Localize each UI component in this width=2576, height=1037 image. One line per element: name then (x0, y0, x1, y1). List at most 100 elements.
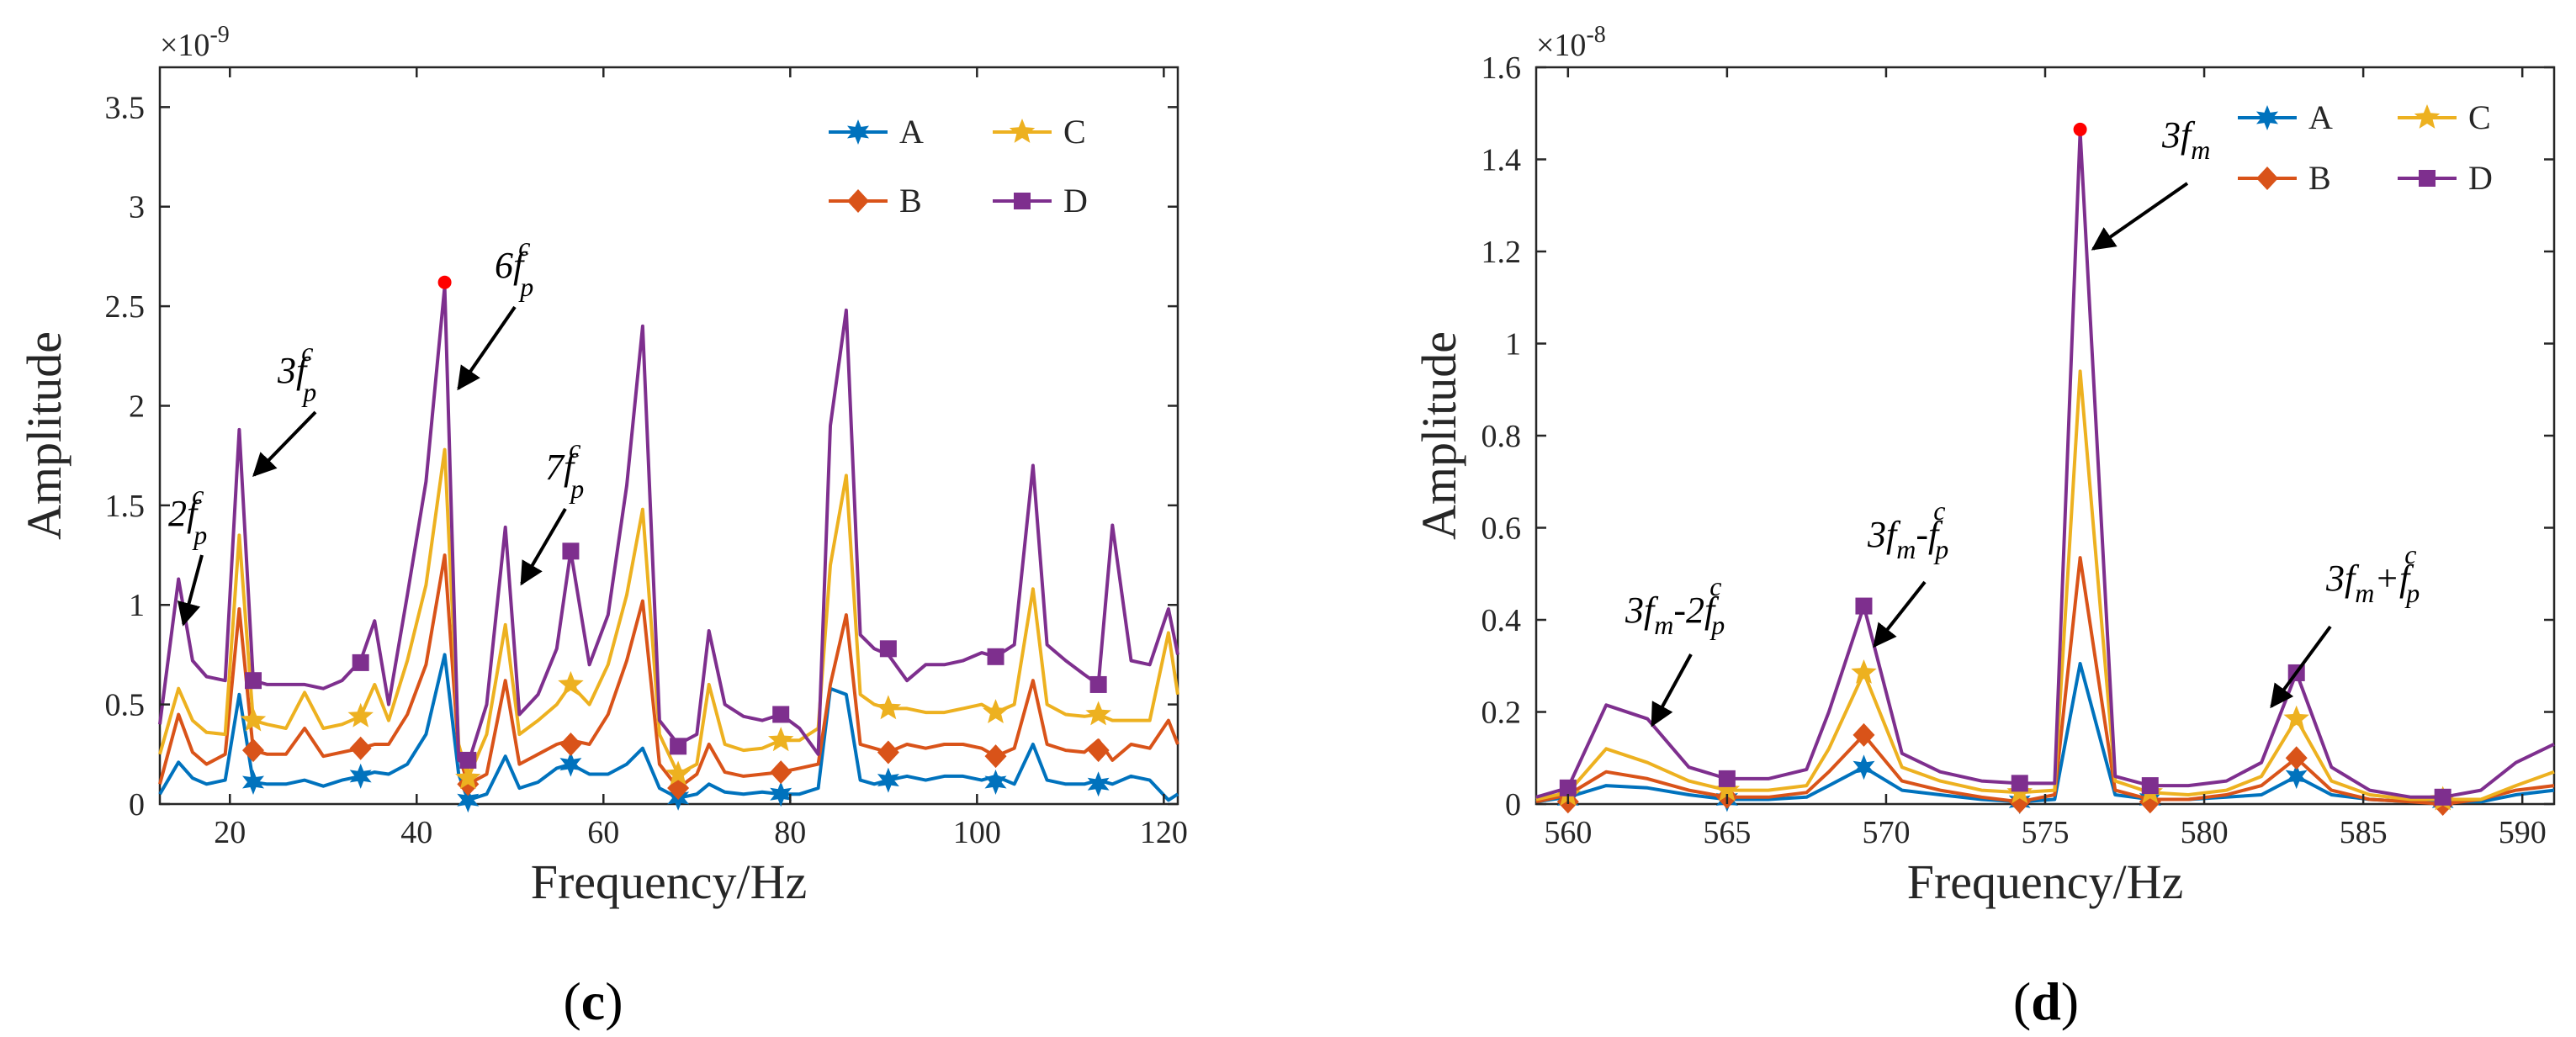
y-tick-label: 1.4 (1481, 143, 1522, 178)
legend-marker-C (2414, 104, 2441, 129)
svg-text:3fm: 3fm (2161, 114, 2210, 165)
svg-text:2fpc: 2f pc (168, 479, 207, 550)
legend-label: B (2308, 159, 2331, 197)
x-tick-label: 565 (1703, 815, 1751, 850)
legend-item-A: A (829, 113, 924, 151)
data-point-D (1718, 770, 1736, 787)
legend-marker-A (847, 119, 869, 145)
annotation-3fm-fp: 3fm-fpc (1867, 495, 1948, 648)
data-point-A (770, 781, 792, 807)
legend-marker-C (1009, 119, 1036, 143)
data-point-B (559, 732, 582, 756)
chart-panel-d: 560 565 570 575 580 585 590 0 0.2 0.4 0.6 0.8 1 1.2 1.… (1412, 22, 2556, 1031)
data-point-A (877, 767, 899, 793)
legend-marker-B (2256, 167, 2278, 190)
y-tick-label: 0 (1505, 787, 1521, 823)
y-tick-label: 1.6 (1481, 50, 1522, 86)
series-line-B (158, 553, 1179, 791)
x-tick-label: 120 (1140, 815, 1188, 850)
data-point-B (877, 740, 899, 765)
data-point-B (242, 738, 265, 763)
data-point-D (562, 542, 580, 560)
series-D (158, 284, 1179, 769)
peak-marker (437, 275, 452, 289)
svg-text:3fm+fpc: 3fm+fpc (2325, 539, 2420, 608)
y-tick-label: 0.6 (1481, 511, 1522, 547)
data-point-C (2283, 705, 2309, 730)
data-point-D (2141, 777, 2159, 795)
legend-label: C (1063, 113, 1086, 151)
data-point-C (665, 760, 692, 786)
data-point-D (670, 738, 687, 755)
data-point-D (987, 648, 1004, 665)
data-point-C (768, 727, 794, 752)
data-point-D (2011, 775, 2028, 792)
data-point-B (1087, 738, 1110, 763)
data-point-A (349, 763, 372, 789)
caption-d: (d) (2013, 971, 2079, 1031)
legend-marker-A (2256, 105, 2278, 130)
data-point-A (242, 770, 264, 795)
data-point-C (455, 765, 481, 790)
y-tick-label: 0.5 (105, 688, 146, 723)
legend-marker-D (1014, 193, 1031, 209)
y-tick-label: 3 (129, 190, 145, 225)
x-axis-label: Frequency/Hz (1907, 854, 2184, 909)
data-point-D (1559, 779, 1577, 796)
x-tick-label: 60 (587, 815, 619, 850)
y-tick-label: 1 (129, 588, 145, 623)
data-point-A (457, 787, 480, 813)
data-point-A (559, 751, 582, 777)
legend-label: D (1063, 182, 1088, 220)
data-point-B (770, 760, 792, 785)
y-tick-label: 1.2 (1481, 235, 1522, 270)
x-tick-label: 80 (774, 815, 806, 850)
data-point-B (349, 736, 372, 760)
y-axis-label: Amplitude (1412, 331, 1466, 540)
x-tick-label: 20 (214, 815, 246, 850)
data-point-D (2434, 788, 2451, 806)
data-point-C (558, 670, 584, 696)
legend-label: C (2468, 98, 2491, 136)
legend-item-B: B (2238, 159, 2331, 197)
x-tick-label: 580 (2181, 815, 2229, 850)
data-point-D (459, 751, 477, 769)
plot-frame (1534, 66, 2556, 806)
y-tick-label: 2.5 (105, 289, 146, 325)
series-C (158, 447, 1179, 790)
svg-text:3fm-fpc: 3fm-fpc (1867, 495, 1948, 564)
series-line-D (1535, 130, 2555, 799)
data-point-C (1714, 776, 1741, 802)
annotation-6fp: 6f pc (457, 231, 533, 391)
series-line-C (1535, 369, 2555, 802)
legend: A C B D (2238, 98, 2493, 197)
legend-label: A (899, 113, 924, 151)
data-point-D (1089, 675, 1107, 693)
y-tick-label: 0 (129, 787, 145, 823)
data-point-D (772, 706, 790, 723)
data-point-B (984, 744, 1007, 769)
chart-panel-c: 20 40 60 80 100 120 0 0.5 1 1.5 2 2.5 3 3.5 ×10-9 Amp… (17, 22, 1188, 1031)
legend-item-D: D (993, 182, 1088, 220)
y-tick-label: 0.8 (1481, 419, 1522, 454)
x-tick-label: 560 (1544, 815, 1592, 850)
legend-item-A: A (2238, 98, 2333, 136)
annotation-3fm-2fp: 3fm-2fpc (1625, 571, 1725, 727)
x-tick-label: 585 (2340, 815, 2388, 850)
annotation-3fm+fp: 3fm+fpc (2270, 539, 2420, 709)
annotation-2fp: 2f pc (168, 479, 207, 627)
annotation-7fp: 7f pc (520, 433, 584, 586)
data-point-D (1855, 597, 1873, 615)
series-line-D (158, 284, 1179, 766)
y-tick-label: 1 (1505, 327, 1521, 362)
data-point-B (1852, 722, 1875, 747)
y-multiplier: ×10-9 (160, 22, 230, 63)
data-point-C (983, 699, 1009, 723)
legend: A C B D (829, 113, 1088, 220)
legend-item-B: B (829, 182, 922, 220)
legend-label: B (899, 182, 922, 220)
